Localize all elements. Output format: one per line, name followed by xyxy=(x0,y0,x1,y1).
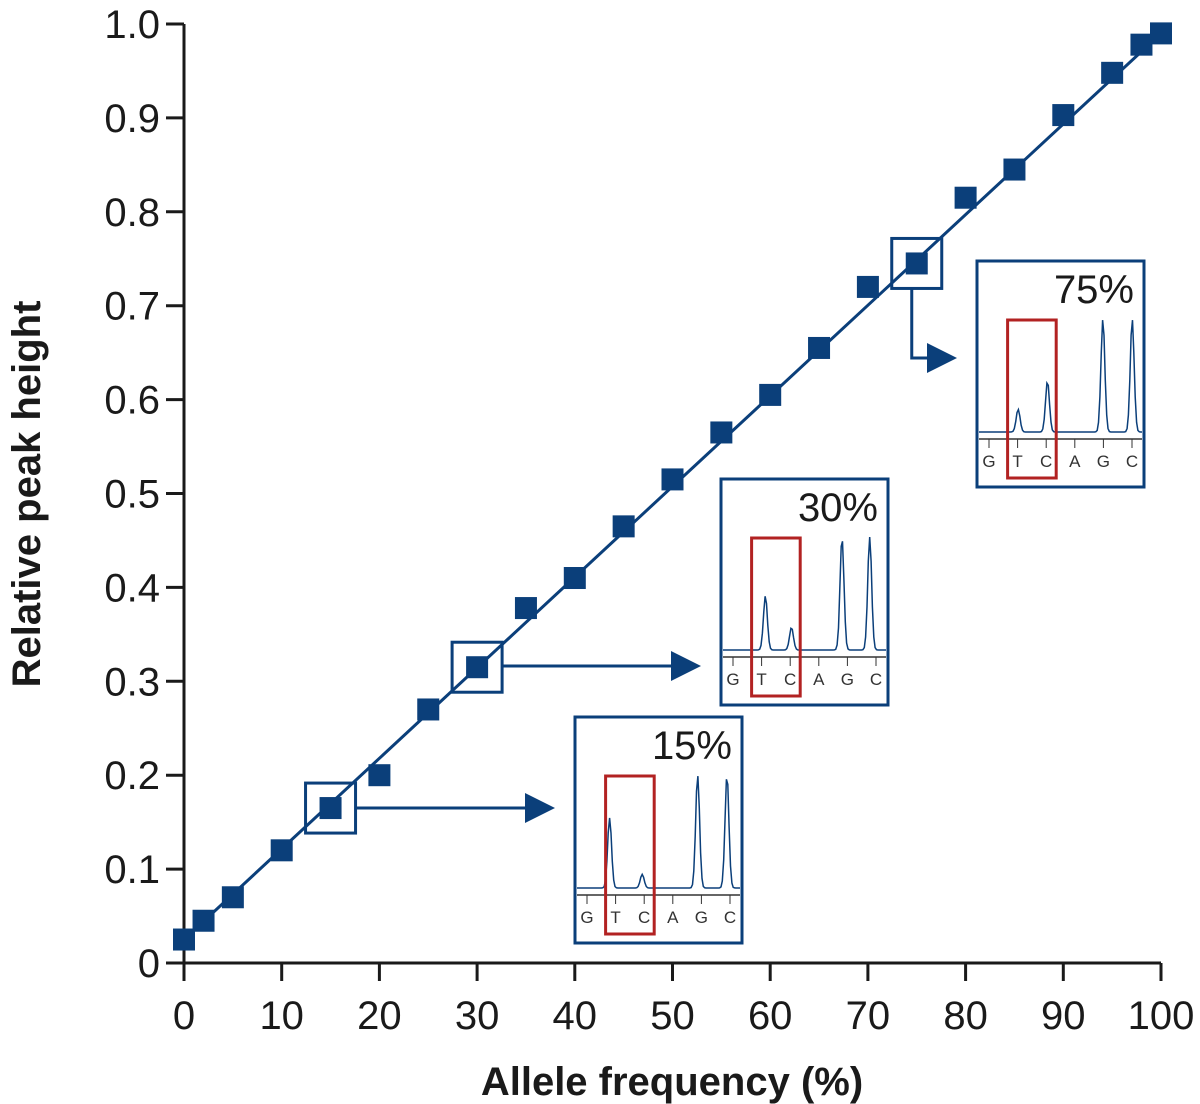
base-label: C xyxy=(1126,452,1138,471)
y-tick-label: 0.6 xyxy=(104,379,160,423)
base-label: C xyxy=(1040,452,1052,471)
base-label: C xyxy=(724,908,736,927)
base-label: C xyxy=(638,908,650,927)
y-tick-label: 0.8 xyxy=(104,191,160,235)
data-point xyxy=(905,252,928,275)
data-point xyxy=(563,567,586,590)
data-point xyxy=(1003,158,1026,181)
y-tick-label: 0.3 xyxy=(104,660,160,704)
data-point xyxy=(514,597,537,620)
callout-arrow xyxy=(910,288,957,373)
base-label: G xyxy=(982,452,995,471)
data-point xyxy=(1130,33,1153,56)
data-point xyxy=(270,839,293,862)
data-point xyxy=(1101,61,1124,84)
x-tick-label: 40 xyxy=(553,994,598,1038)
inset-title: 30% xyxy=(798,486,878,530)
chromatogram-inset: 30%G T C A G C xyxy=(719,477,890,707)
inset-title: 15% xyxy=(652,724,732,768)
data-point xyxy=(661,468,684,491)
base-label: A xyxy=(1069,452,1081,471)
data-point xyxy=(759,383,782,406)
data-point xyxy=(808,336,831,359)
data-point xyxy=(368,764,391,787)
chromatogram-insets: 15%G T C A G C30%G T C A G C75%G T C A G C xyxy=(573,259,1146,945)
base-label: C xyxy=(784,670,796,689)
x-tick-label: 20 xyxy=(357,994,402,1038)
x-axis-title: Allele frequency (%) xyxy=(481,1060,863,1104)
inset-title: 75% xyxy=(1054,268,1134,312)
base-label: T xyxy=(756,670,766,689)
data-point xyxy=(221,886,244,909)
data-point xyxy=(1150,22,1172,45)
y-tick-label: 0.7 xyxy=(104,285,160,329)
data-point xyxy=(192,909,215,932)
base-label: G xyxy=(1097,452,1110,471)
chromatogram-inset: 75%G T C A G C xyxy=(975,259,1146,489)
data-point xyxy=(417,698,440,721)
y-tick-label: 0.4 xyxy=(104,566,160,610)
callout-highlight-box xyxy=(890,236,944,290)
base-label: A xyxy=(813,670,825,689)
x-tick-label: 60 xyxy=(748,994,793,1038)
data-point xyxy=(856,275,879,298)
data-point xyxy=(173,928,195,951)
chromatogram-inset: 15%G T C A G C xyxy=(573,715,744,945)
y-axis-title: Relative peak height xyxy=(5,301,49,688)
base-label: G xyxy=(580,908,593,927)
data-points xyxy=(173,22,1172,951)
data-point xyxy=(319,797,342,820)
x-tick-label: 80 xyxy=(943,994,988,1038)
inset-frame xyxy=(719,477,890,707)
base-label: C xyxy=(870,670,882,689)
data-point xyxy=(710,421,733,444)
x-tick-label: 30 xyxy=(455,994,500,1038)
inset-frame xyxy=(975,259,1146,489)
y-tick-label: 0.5 xyxy=(104,473,160,517)
y-tick-label: 0.9 xyxy=(104,97,160,141)
base-label: A xyxy=(667,908,679,927)
base-label: G xyxy=(841,670,854,689)
x-tick-label: 0 xyxy=(173,994,195,1038)
callouts xyxy=(304,236,957,835)
data-point xyxy=(1052,104,1075,127)
x-tick-label: 10 xyxy=(259,994,304,1038)
x-tick-label: 70 xyxy=(846,994,891,1038)
y-tick-label: 0.2 xyxy=(104,754,160,798)
y-tick-label: 0.1 xyxy=(104,848,160,892)
base-label: T xyxy=(610,908,620,927)
data-point xyxy=(954,186,977,209)
x-tick-label: 90 xyxy=(1041,994,1086,1038)
tc-highlight-box xyxy=(1006,318,1058,480)
y-tick-label: 1.0 xyxy=(104,3,160,47)
data-point xyxy=(612,515,635,538)
tc-highlight-box xyxy=(750,536,802,698)
tc-highlight-box xyxy=(604,774,656,936)
base-label: T xyxy=(1012,452,1022,471)
x-tick-label: 50 xyxy=(650,994,695,1038)
base-label: G xyxy=(726,670,739,689)
inset-frame xyxy=(573,715,744,945)
base-label: G xyxy=(695,908,708,927)
axes: 0 0.1 0.2 0.3 0.4 0.5 0.6 0.7 0.8 0.9 1.0 0 10 20 30 40… xyxy=(104,3,1194,1038)
y-tick-label: 0 xyxy=(138,942,160,986)
data-point xyxy=(466,656,489,679)
x-tick-label: 100 xyxy=(1128,994,1195,1038)
